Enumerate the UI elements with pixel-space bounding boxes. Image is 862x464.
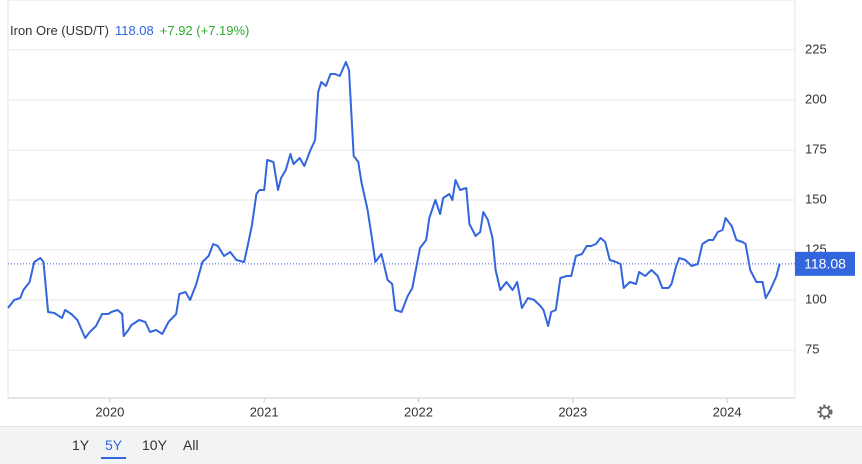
x-tick-label: 2021 bbox=[250, 404, 279, 419]
y-tick-label: 175 bbox=[805, 141, 827, 156]
header: Iron Ore (USD/T) 118.08 +7.92 (+7.19%) bbox=[10, 23, 255, 38]
price-line bbox=[7, 61, 781, 339]
y-tick-label: 75 bbox=[805, 341, 819, 356]
y-tick-label: 150 bbox=[805, 191, 827, 206]
y-tick-label: 225 bbox=[805, 41, 827, 56]
last-price: 118.08 bbox=[114, 23, 154, 38]
settings-icon[interactable] bbox=[817, 404, 833, 420]
range-bar: 1Y 5Y 10Y All bbox=[0, 426, 862, 464]
x-tick-label: 2024 bbox=[713, 404, 742, 419]
range-button[interactable]: All bbox=[183, 437, 199, 453]
plot-frame bbox=[7, 0, 796, 399]
change: +7.92 (+7.19%) bbox=[159, 23, 250, 38]
last-price-badge-label: 118.08 bbox=[804, 256, 846, 272]
range-button[interactable]: 5Y bbox=[101, 437, 127, 459]
range-button[interactable]: 1Y bbox=[72, 437, 90, 453]
title: Iron Ore (USD/T) bbox=[10, 23, 109, 38]
x-tick-label: 2023 bbox=[558, 404, 587, 419]
x-tick-label: 2022 bbox=[404, 404, 433, 419]
range-button[interactable]: 10Y bbox=[142, 437, 167, 453]
y-tick-label: 100 bbox=[805, 291, 827, 306]
y-tick-label: 200 bbox=[805, 91, 827, 106]
x-tick-label: 2020 bbox=[95, 404, 124, 419]
last-price-badge bbox=[795, 251, 855, 276]
